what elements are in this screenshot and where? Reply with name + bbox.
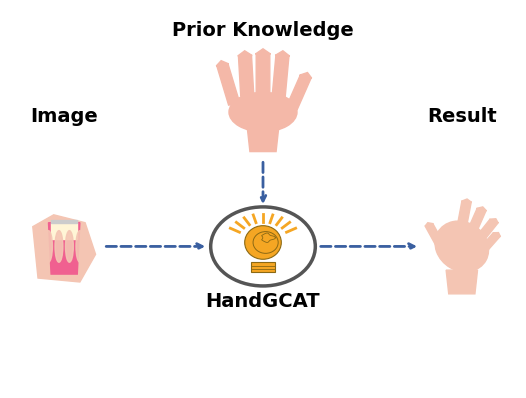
Polygon shape	[446, 270, 478, 294]
FancyArrow shape	[216, 60, 240, 105]
Text: Image: Image	[31, 107, 98, 126]
Ellipse shape	[435, 221, 489, 272]
Ellipse shape	[245, 226, 281, 259]
Bar	[51, 220, 77, 223]
Bar	[51, 223, 77, 238]
Text: Prior Knowledge: Prior Knowledge	[172, 21, 354, 40]
FancyArrow shape	[272, 51, 290, 97]
Ellipse shape	[229, 92, 297, 132]
Ellipse shape	[45, 230, 53, 262]
Polygon shape	[247, 128, 279, 152]
Bar	[251, 262, 275, 272]
FancyArrow shape	[457, 199, 472, 227]
FancyArrow shape	[425, 223, 445, 248]
FancyArrow shape	[476, 219, 498, 240]
FancyArrow shape	[238, 51, 254, 96]
Ellipse shape	[76, 230, 84, 262]
Ellipse shape	[65, 230, 73, 262]
Ellipse shape	[55, 230, 63, 262]
FancyArrow shape	[468, 207, 487, 232]
Text: HandGCAT: HandGCAT	[206, 292, 320, 311]
Polygon shape	[33, 215, 96, 282]
Text: Result: Result	[427, 107, 497, 126]
FancyArrow shape	[286, 72, 312, 109]
FancyArrow shape	[479, 232, 500, 252]
FancyArrow shape	[256, 49, 270, 92]
Polygon shape	[48, 223, 80, 274]
